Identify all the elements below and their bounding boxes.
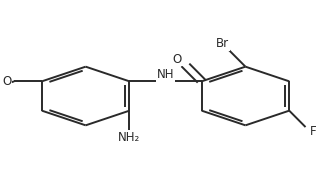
- Text: O: O: [173, 53, 182, 66]
- Text: Br: Br: [216, 37, 229, 50]
- Text: O: O: [2, 75, 12, 88]
- Text: NH₂: NH₂: [118, 131, 141, 144]
- Text: F: F: [311, 125, 317, 138]
- Text: NH: NH: [157, 68, 174, 81]
